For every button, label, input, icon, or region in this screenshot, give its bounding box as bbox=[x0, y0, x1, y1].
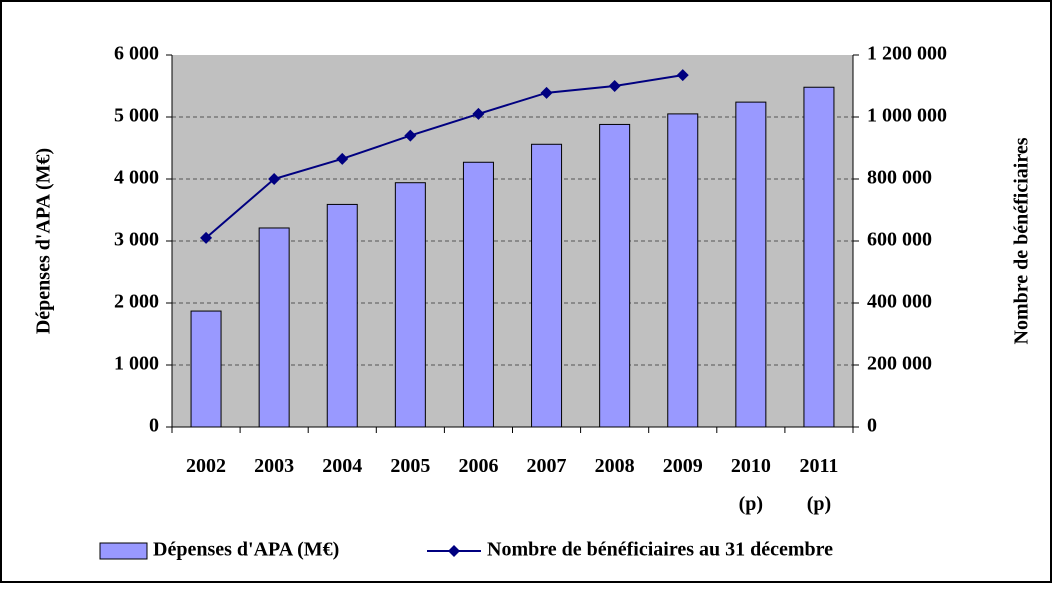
y-tick-label: 3 000 bbox=[114, 229, 159, 251]
y2-tick-label: 800 000 bbox=[867, 167, 932, 189]
x-tick-label: 2007 bbox=[527, 455, 567, 477]
x-tick-label: 2010 (p) bbox=[731, 455, 771, 515]
x-tick-label-line: 2003 bbox=[254, 455, 294, 477]
x-tick-label-line: 2007 bbox=[527, 455, 567, 477]
y-tick-label: 6 000 bbox=[114, 43, 159, 65]
bar bbox=[462, 161, 494, 428]
bar bbox=[599, 123, 631, 428]
bar bbox=[190, 310, 222, 428]
line-marker bbox=[336, 152, 349, 165]
y-tick-label: 0 bbox=[149, 415, 159, 437]
y2-tick-label: 600 000 bbox=[867, 229, 932, 251]
y-tick-label: 4 000 bbox=[114, 167, 159, 189]
y2-tick-label: 1 000 000 bbox=[867, 105, 947, 127]
x-tick-label: 2002 bbox=[186, 455, 226, 477]
x-tick-label: 2009 bbox=[663, 455, 703, 477]
bar bbox=[667, 113, 699, 428]
x-tick-label-line: (p) bbox=[807, 493, 831, 515]
bar bbox=[803, 86, 835, 428]
x-tick-label: 2003 bbox=[254, 455, 294, 477]
x-tick-label-line: 2011 bbox=[799, 455, 838, 477]
x-tick-label: 2005 bbox=[390, 455, 430, 477]
x-tick-label-line: 2004 bbox=[322, 455, 362, 477]
bar bbox=[326, 203, 358, 428]
x-tick-label: 2006 bbox=[458, 455, 498, 477]
y2-tick-label: 0 bbox=[867, 415, 877, 437]
line-marker bbox=[404, 129, 417, 142]
legend-label: Dépenses d'APA (M€) bbox=[153, 539, 339, 561]
x-tick-label-line: 2005 bbox=[390, 455, 430, 477]
bar bbox=[258, 227, 290, 428]
y-axis-label: Dépenses d'APA (M€) bbox=[33, 148, 55, 334]
x-tick-label-line: 2006 bbox=[458, 455, 498, 477]
legend-swatch bbox=[99, 542, 148, 560]
x-tick-label-line: 2009 bbox=[663, 455, 703, 477]
y-tick-label: 5 000 bbox=[114, 105, 159, 127]
bar bbox=[394, 182, 426, 428]
y2-tick-label: 400 000 bbox=[867, 291, 932, 313]
y-tick-label: 2 000 bbox=[114, 291, 159, 313]
bar bbox=[735, 101, 767, 428]
bar bbox=[531, 143, 563, 428]
x-tick-label-line: 2008 bbox=[595, 455, 635, 477]
line-marker bbox=[540, 86, 553, 99]
line-marker bbox=[268, 173, 281, 185]
legend-label: Nombre de bénéficiaires au 31 décembre bbox=[487, 539, 833, 561]
x-tick-label-line: 2010 bbox=[731, 455, 771, 477]
line-marker bbox=[608, 80, 621, 92]
x-tick-label: 2008 bbox=[595, 455, 635, 477]
x-tick-label-line: (p) bbox=[739, 493, 763, 515]
line-marker bbox=[472, 107, 485, 120]
y2-tick-label: 200 000 bbox=[867, 353, 932, 375]
legend-marker bbox=[448, 545, 460, 557]
y2-axis-label: Nombre de bénéficiaires bbox=[1011, 137, 1033, 344]
x-tick-label: 2004 bbox=[322, 455, 362, 477]
line-marker bbox=[676, 69, 689, 82]
y2-tick-label: 1 200 000 bbox=[867, 43, 947, 65]
line bbox=[205, 74, 683, 239]
y-tick-label: 1 000 bbox=[114, 353, 159, 375]
x-tick-label: 2011 (p) bbox=[799, 455, 838, 515]
x-tick-label-line: 2002 bbox=[186, 455, 226, 477]
line-marker bbox=[200, 231, 213, 244]
